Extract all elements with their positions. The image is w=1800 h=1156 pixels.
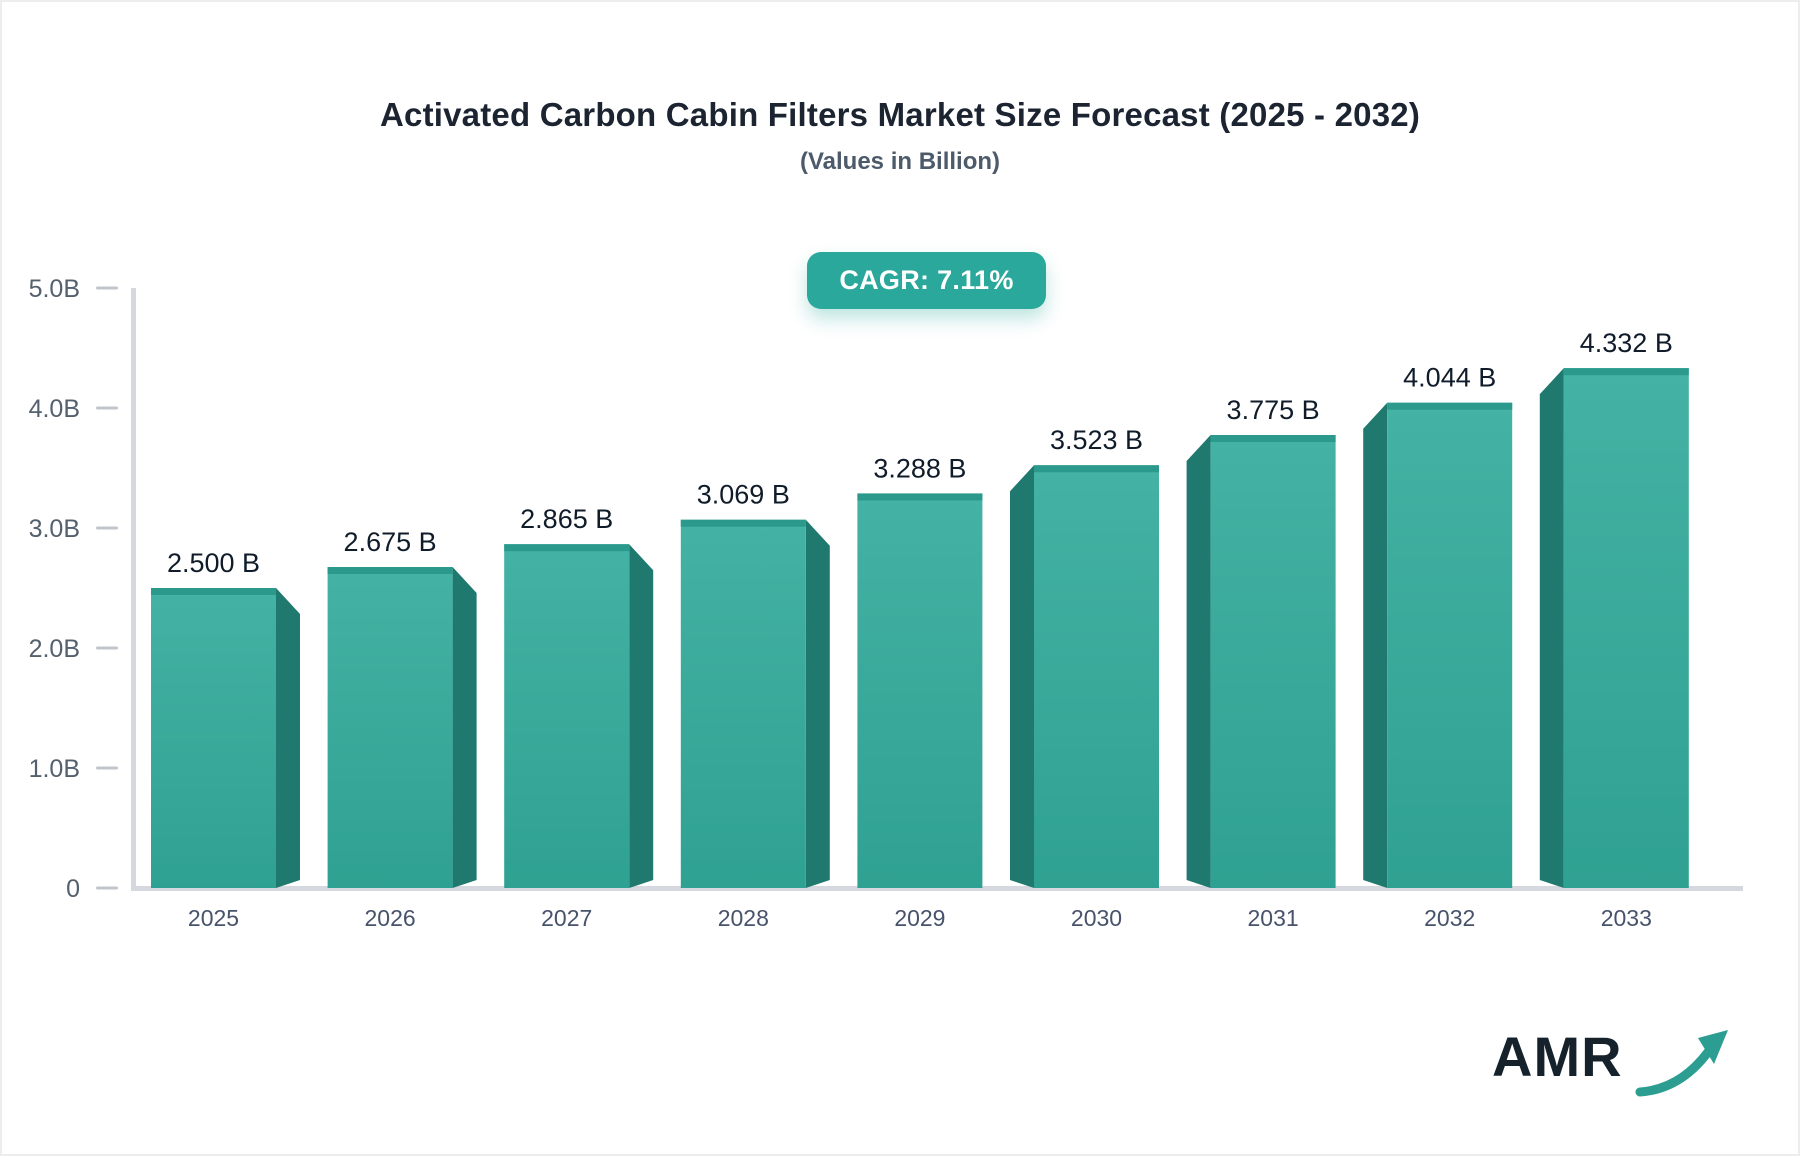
bar-side-face bbox=[1186, 435, 1211, 888]
bar-top-edge bbox=[151, 588, 276, 595]
y-tick-label: 5.0B bbox=[29, 275, 80, 303]
y-tick-mark bbox=[96, 646, 118, 650]
arrow-swoosh bbox=[1635, 1047, 1713, 1097]
chart-subtitle: (Values in Billion) bbox=[799, 148, 1001, 175]
bar-value-label: 3.523 B bbox=[1050, 425, 1143, 455]
amr-logo-text: AMR bbox=[1492, 1025, 1623, 1088]
bar-value-label: 3.775 B bbox=[1227, 395, 1320, 425]
bar-chart: 5.0B 4.0B 3.0B 2.0B 1.0B 0 2.500 B 2025 2.675 B 2… bbox=[29, 275, 1743, 931]
bar-value-label: 2.865 B bbox=[520, 504, 613, 534]
bar-2030 bbox=[1034, 465, 1159, 888]
x-category-label: 2032 bbox=[1424, 905, 1475, 931]
x-category-label: 2030 bbox=[1071, 905, 1122, 931]
bar-side-face bbox=[452, 567, 477, 888]
bar-2031 bbox=[1210, 435, 1336, 888]
y-tick-mark bbox=[96, 766, 118, 770]
growth-arrow-icon bbox=[1635, 1030, 1728, 1097]
y-tick-label: 1.0B bbox=[29, 755, 80, 783]
bar-side-face bbox=[629, 544, 654, 888]
bar-side-face bbox=[276, 588, 300, 888]
amr-logo: AMR bbox=[1492, 1024, 1728, 1108]
bar-2032 bbox=[1387, 402, 1513, 888]
y-tick-mark bbox=[96, 286, 118, 290]
bar-side-face bbox=[805, 519, 830, 888]
bar-top-edge bbox=[680, 519, 806, 527]
bar-top-edge bbox=[857, 493, 983, 501]
bar-2033 bbox=[1563, 368, 1689, 888]
bar-2026 bbox=[327, 567, 453, 888]
y-axis-line bbox=[131, 288, 136, 890]
arrow-head bbox=[1698, 1030, 1728, 1064]
bar-top-edge bbox=[327, 567, 453, 574]
bar-top-edge bbox=[1387, 402, 1513, 410]
bar-value-label: 3.069 B bbox=[697, 480, 790, 510]
chart-title: Activated Carbon Cabin Filters Market Si… bbox=[379, 96, 1421, 133]
bar-2027 bbox=[504, 544, 630, 888]
bar-2029 bbox=[857, 493, 983, 888]
y-tick-mark bbox=[96, 526, 118, 530]
bar-value-label: 2.500 B bbox=[167, 548, 260, 578]
badge-row: CAGR: 7.11% bbox=[131, 252, 1722, 309]
x-category-label: 2027 bbox=[541, 905, 592, 931]
bar-value-label: 4.044 B bbox=[1403, 363, 1496, 393]
bar-top-edge bbox=[1210, 435, 1336, 442]
bar-top-edge bbox=[1563, 368, 1689, 376]
bar-side-face bbox=[1539, 368, 1564, 888]
bar-side-face bbox=[1363, 402, 1388, 888]
bar-value-label: 2.675 B bbox=[344, 527, 437, 557]
bar-value-label: 3.288 B bbox=[873, 453, 966, 483]
y-tick-mark bbox=[96, 406, 118, 410]
x-category-label: 2029 bbox=[894, 905, 945, 931]
bar-top-edge bbox=[1034, 465, 1159, 473]
x-axis-line bbox=[131, 886, 1743, 891]
y-tick-label: 2.0B bbox=[29, 635, 80, 663]
bar-value-label: 4.332 B bbox=[1580, 328, 1673, 358]
bar-side-face bbox=[1010, 465, 1034, 888]
x-category-label: 2031 bbox=[1248, 905, 1299, 931]
y-tick-label: 0 bbox=[66, 875, 80, 903]
bar-2025 bbox=[151, 588, 276, 888]
bar-top-edge bbox=[504, 544, 630, 552]
x-category-label: 2026 bbox=[365, 905, 416, 931]
y-tick-mark bbox=[96, 886, 118, 890]
x-category-label: 2025 bbox=[188, 905, 239, 931]
cagr-badge: CAGR: 7.11% bbox=[807, 252, 1046, 309]
y-tick-label: 4.0B bbox=[29, 395, 80, 423]
x-category-label: 2033 bbox=[1601, 905, 1652, 931]
bar-2028 bbox=[680, 519, 806, 888]
y-tick-label: 3.0B bbox=[29, 515, 80, 543]
x-category-label: 2028 bbox=[718, 905, 769, 931]
